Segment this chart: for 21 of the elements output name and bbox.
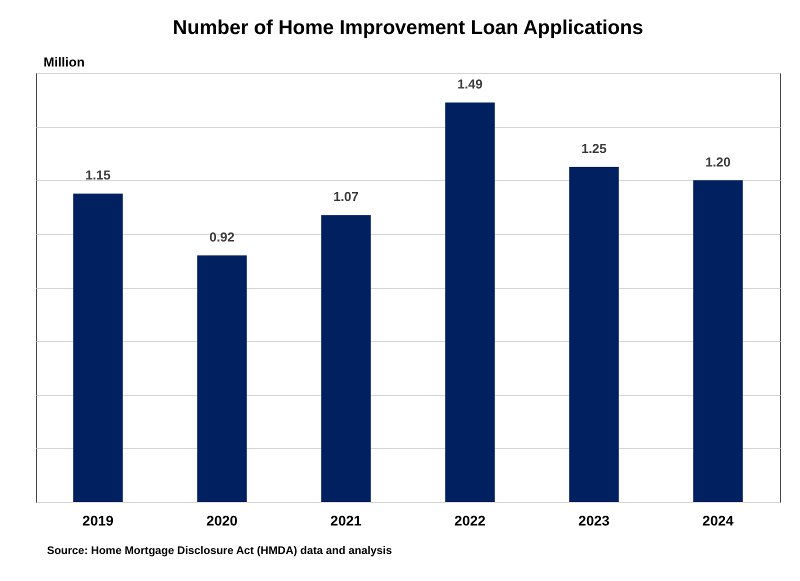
y-axis-title: Million bbox=[44, 54, 85, 70]
data-label: 1.49 bbox=[457, 76, 483, 92]
data-label: 1.25 bbox=[581, 140, 607, 156]
source-note: Source: Home Mortgage Disclosure Act (HMDA) data and analysis bbox=[47, 545, 392, 557]
bar bbox=[197, 255, 247, 502]
data-label: 1.20 bbox=[705, 154, 731, 170]
x-tick-label: 2024 bbox=[702, 512, 734, 528]
data-label: 1.15 bbox=[85, 168, 111, 183]
chart-title: Number of Home Improvement Loan Applications bbox=[172, 17, 644, 39]
x-tick-label: 2023 bbox=[578, 512, 610, 528]
x-tick-label: 2021 bbox=[330, 512, 362, 528]
bar bbox=[569, 166, 619, 502]
bar bbox=[321, 215, 371, 502]
bar bbox=[445, 102, 495, 502]
bar bbox=[693, 180, 743, 502]
x-tick-label: 2020 bbox=[206, 512, 238, 528]
x-tick-label: 2019 bbox=[82, 512, 114, 528]
bar bbox=[73, 194, 123, 502]
data-label: 0.92 bbox=[209, 229, 235, 244]
x-tick-label: 2022 bbox=[454, 512, 486, 528]
data-label: 1.07 bbox=[333, 189, 359, 204]
